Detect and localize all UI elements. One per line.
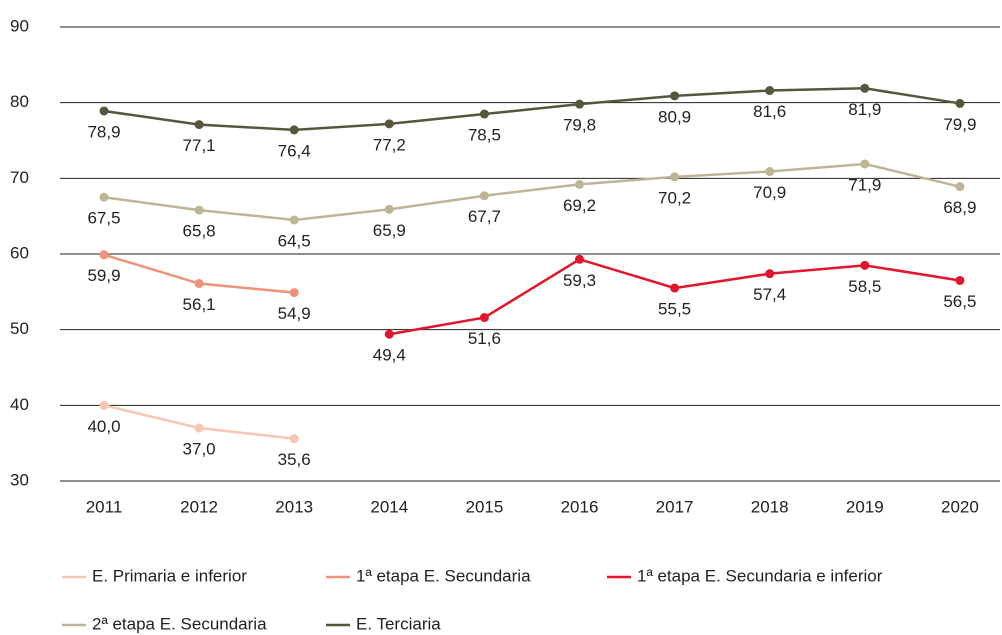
data-label: 68,9: [943, 198, 976, 217]
series-line: [389, 257, 961, 336]
data-label: 65,9: [373, 221, 406, 240]
legend-label: 1ª etapa E. Secundaria: [356, 566, 531, 585]
data-label: 70,9: [753, 183, 786, 202]
data-label: 77,1: [183, 136, 216, 155]
data-label: 58,5: [848, 277, 881, 296]
data-label: 70,2: [658, 188, 691, 207]
point: [860, 159, 870, 169]
x-tick-label: 2014: [370, 497, 408, 516]
point: [479, 191, 489, 201]
series-line: [103, 404, 295, 440]
series-line: [103, 87, 961, 132]
data-label: 78,9: [87, 122, 120, 141]
data-label: 81,9: [848, 100, 881, 119]
point: [384, 119, 394, 129]
data-label: 40,0: [87, 417, 120, 436]
data-label: 64,5: [278, 231, 311, 250]
point: [860, 83, 870, 93]
point: [765, 269, 775, 279]
series-line: [103, 162, 961, 222]
point: [575, 254, 584, 264]
legend-label: E. Terciaria: [356, 614, 441, 633]
y-tick-label: 90: [10, 16, 29, 35]
point: [289, 434, 299, 444]
x-tick-label: 2011: [86, 497, 123, 516]
point: [479, 109, 489, 119]
data-label: 76,4: [278, 141, 311, 160]
point: [955, 182, 965, 192]
point: [194, 279, 204, 289]
data-label: 81,6: [753, 102, 786, 121]
y-tick-label: 70: [10, 168, 29, 187]
data-label: 57,4: [753, 285, 786, 304]
data-label: 51,6: [468, 329, 501, 348]
data-label: 79,8: [563, 116, 596, 135]
x-tick-label: 2017: [656, 497, 694, 516]
y-tick-label: 80: [10, 92, 29, 111]
data-label: 35,6: [278, 450, 311, 469]
y-tick-label: 50: [10, 319, 29, 338]
data-label: 77,2: [373, 135, 406, 154]
point: [575, 179, 584, 189]
point: [670, 283, 680, 293]
data-label: 59,9: [87, 266, 120, 285]
legend-label: E. Primaria e inferior: [92, 566, 247, 585]
point: [194, 205, 204, 215]
x-tick-label: 2012: [180, 497, 218, 516]
point: [575, 99, 584, 109]
data-label: 56,1: [183, 295, 216, 314]
y-tick-label: 30: [10, 470, 29, 489]
data-label: 80,9: [658, 107, 691, 126]
point: [99, 250, 109, 260]
data-label: 54,9: [278, 304, 311, 323]
x-tick-label: 2020: [941, 497, 979, 516]
point: [955, 275, 965, 285]
point: [670, 172, 680, 182]
x-tick-label: 2013: [275, 497, 313, 516]
point: [384, 204, 394, 214]
x-tick-label: 2016: [561, 497, 599, 516]
legend-label: 1ª etapa E. Secundaria e inferior: [637, 566, 883, 585]
point: [99, 400, 109, 410]
data-label: 67,5: [87, 209, 120, 228]
x-tick-label: 2019: [846, 497, 884, 516]
point: [289, 288, 299, 298]
data-label: 78,5: [468, 126, 501, 145]
y-tick-label: 60: [10, 243, 29, 262]
data-label: 69,2: [563, 196, 596, 215]
point: [99, 106, 109, 116]
data-label: 56,5: [943, 292, 976, 311]
point: [384, 329, 394, 339]
point: [955, 98, 965, 108]
x-tick-label: 2015: [465, 497, 503, 516]
point: [670, 91, 680, 101]
data-label: 49,4: [373, 346, 406, 365]
point: [289, 215, 299, 225]
y-tick-label: 40: [10, 395, 29, 414]
data-label: 37,0: [183, 440, 216, 459]
point: [194, 423, 204, 433]
point: [194, 120, 204, 130]
point: [99, 192, 109, 202]
data-label: 67,7: [468, 207, 501, 226]
point: [765, 86, 775, 96]
x-tick-label: 2018: [751, 497, 789, 516]
data-label: 59,3: [563, 271, 596, 290]
data-label: 55,5: [658, 300, 691, 319]
data-label: 79,9: [943, 115, 976, 134]
point: [860, 260, 870, 270]
data-label: 71,9: [848, 175, 881, 194]
point: [765, 167, 775, 177]
data-label: 65,8: [183, 222, 216, 241]
point: [479, 313, 489, 323]
legend-label: 2ª etapa E. Secundaria: [92, 614, 267, 633]
point: [289, 125, 299, 135]
